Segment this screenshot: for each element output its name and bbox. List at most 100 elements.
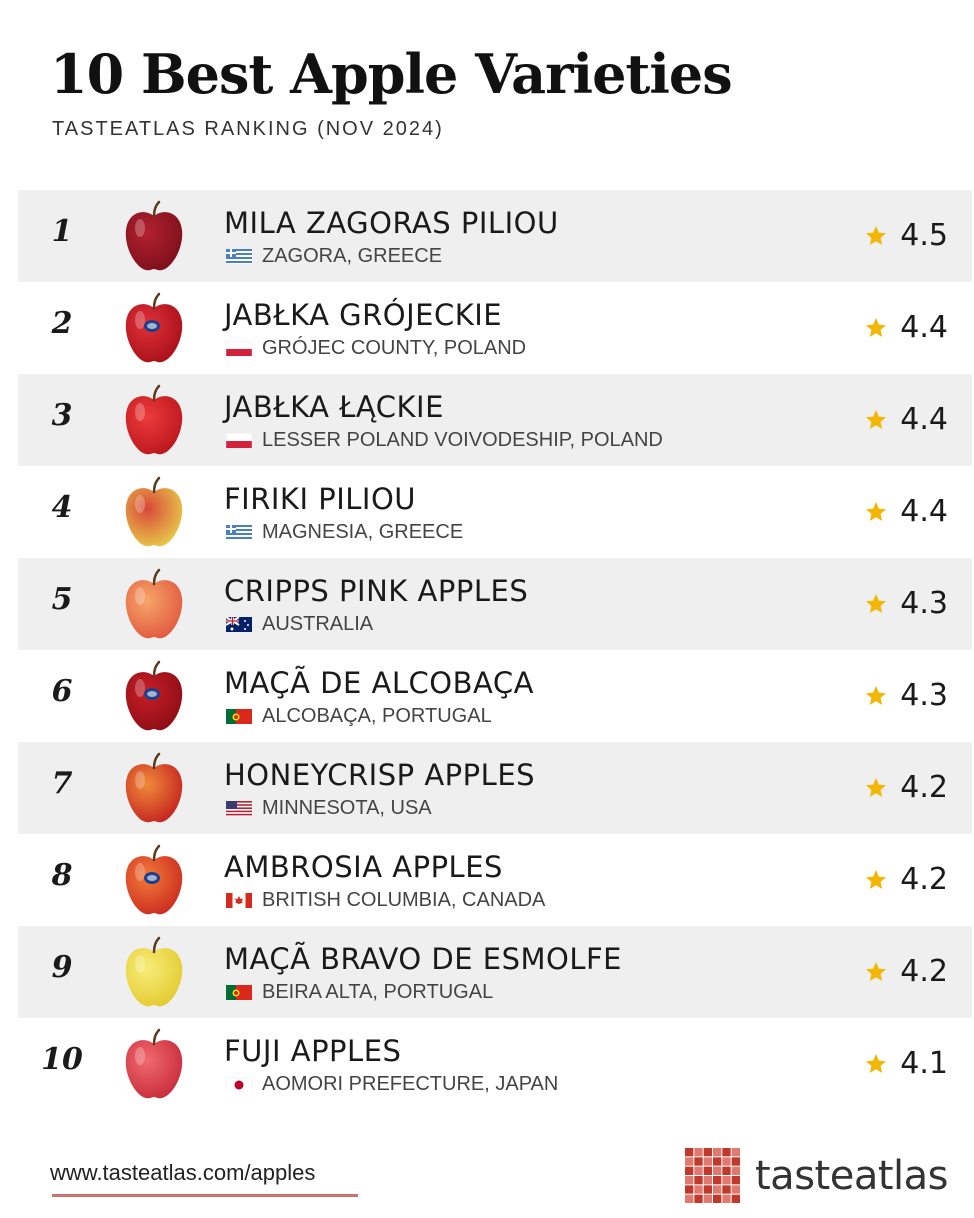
origin-line: BRITISH COLUMBIA, CANADA bbox=[226, 889, 545, 911]
star-icon bbox=[866, 961, 887, 981]
apple-image bbox=[125, 476, 183, 547]
star-icon bbox=[866, 501, 887, 521]
apple-image bbox=[125, 660, 183, 731]
origin-text: MAGNESIA, GREECE bbox=[262, 520, 464, 543]
rating: 4.2 bbox=[864, 770, 948, 805]
apple-image bbox=[125, 936, 183, 1007]
rating-value: 4.4 bbox=[900, 310, 948, 345]
star-icon bbox=[866, 777, 887, 797]
star-icon bbox=[866, 593, 887, 613]
origin-text: BRITISH COLUMBIA, CANADA bbox=[262, 888, 546, 911]
ranking-row[interactable]: 5 CRIPPS PINK APPLES AUSTRALIA 4.3 bbox=[18, 558, 972, 650]
rating: 4.2 bbox=[864, 862, 948, 897]
rank-number: 5 bbox=[51, 582, 73, 617]
apple-image bbox=[125, 568, 183, 639]
page-subtitle: TASTEATLAS RANKING (NOV 2024) bbox=[52, 118, 444, 140]
brand-logo: tasteatlas bbox=[685, 1148, 949, 1204]
rating: 4.4 bbox=[864, 310, 948, 345]
rating: 4.3 bbox=[864, 586, 948, 621]
origin-line: LESSER POLAND VOIVODESHIP, POLAND bbox=[226, 429, 663, 451]
ranking-row[interactable]: 2 JABŁKA GRÓJECKIE GRÓJEC COUNTY, POLAND… bbox=[18, 282, 972, 374]
ranking-row[interactable]: 7 HONEYCRISP APPLES MINNESOTA, USA 4.2 bbox=[18, 742, 972, 834]
rank-number: 2 bbox=[51, 306, 73, 341]
greece-flag-icon bbox=[226, 524, 252, 540]
origin-line: AOMORI PREFECTURE, JAPAN bbox=[226, 1073, 558, 1095]
ranking-row[interactable]: 8 AMBROSIA APPLES BRITISH COLUMBIA, CANA… bbox=[18, 834, 972, 926]
rating: 4.3 bbox=[864, 678, 948, 713]
apple-image bbox=[125, 1028, 183, 1099]
apple-image bbox=[125, 752, 183, 823]
checkered-logo-icon bbox=[685, 1148, 740, 1203]
rating-value: 4.2 bbox=[900, 862, 948, 897]
ranking-row[interactable]: 4 FIRIKI PILIOU MAGNESIA, GREECE 4.4 bbox=[18, 466, 972, 558]
rating: 4.2 bbox=[864, 954, 948, 989]
origin-text: ALCOBAÇA, PORTUGAL bbox=[262, 704, 492, 727]
star-icon bbox=[866, 869, 887, 889]
origin-line: MINNESOTA, USA bbox=[226, 797, 432, 819]
star-icon bbox=[866, 317, 887, 337]
rank-number: 1 bbox=[51, 214, 73, 249]
apple-variety-name: CRIPPS PINK APPLES bbox=[224, 574, 529, 608]
origin-text: BEIRA ALTA, PORTUGAL bbox=[262, 980, 494, 1003]
rating-value: 4.2 bbox=[900, 954, 948, 989]
rating-value: 4.5 bbox=[900, 218, 948, 253]
rank-number: 3 bbox=[51, 398, 73, 433]
origin-line: ZAGORA, GREECE bbox=[226, 245, 442, 267]
rating: 4.5 bbox=[864, 218, 948, 253]
rating-value: 4.2 bbox=[900, 770, 948, 805]
rating: 4.4 bbox=[864, 402, 948, 437]
origin-line: BEIRA ALTA, PORTUGAL bbox=[226, 981, 493, 1003]
greece-flag-icon bbox=[226, 248, 252, 264]
origin-text: MINNESOTA, USA bbox=[262, 796, 432, 819]
rating-value: 4.3 bbox=[900, 586, 948, 621]
rating-value: 4.3 bbox=[900, 678, 948, 713]
apple-variety-name: MILA ZAGORAS PILIOU bbox=[224, 206, 559, 240]
portugal-flag-icon bbox=[226, 708, 252, 724]
apple-variety-name: HONEYCRISP APPLES bbox=[224, 758, 536, 792]
apple-variety-name: FIRIKI PILIOU bbox=[224, 482, 417, 516]
usa-flag-icon bbox=[226, 800, 252, 816]
origin-text: LESSER POLAND VOIVODESHIP, POLAND bbox=[262, 428, 663, 451]
ranking-row[interactable]: 10 FUJI APPLES AOMORI PREFECTURE, JAPAN … bbox=[18, 1018, 972, 1110]
portugal-flag-icon bbox=[226, 984, 252, 1000]
apple-image bbox=[125, 384, 183, 455]
apple-image bbox=[125, 200, 183, 271]
origin-line: MAGNESIA, GREECE bbox=[226, 521, 463, 543]
rating: 4.4 bbox=[864, 494, 948, 529]
rank-number: 4 bbox=[51, 490, 73, 525]
footer-url-underline bbox=[52, 1194, 358, 1197]
origin-line: GRÓJEC COUNTY, POLAND bbox=[226, 337, 526, 359]
canada-flag-icon bbox=[226, 892, 252, 908]
australia-flag-icon bbox=[226, 616, 252, 632]
japan-flag-icon bbox=[226, 1076, 252, 1092]
footer-url-link[interactable]: www.tasteatlas.com/apples bbox=[50, 1160, 316, 1185]
rating-value: 4.1 bbox=[900, 1046, 948, 1081]
origin-text: AOMORI PREFECTURE, JAPAN bbox=[262, 1072, 559, 1095]
ranking-row[interactable]: 9 MAÇÃ BRAVO DE ESMOLFE BEIRA ALTA, PORT… bbox=[18, 926, 972, 1018]
ranking-list: 1 MILA ZAGORAS PILIOU ZAGORA, GREECE 4.5… bbox=[18, 190, 972, 1110]
origin-text: AUSTRALIA bbox=[262, 612, 374, 635]
rank-number: 9 bbox=[51, 950, 73, 985]
ranking-row[interactable]: 3 JABŁKA ŁĄCKIE LESSER POLAND VOIVODESHI… bbox=[18, 374, 972, 466]
apple-image bbox=[125, 292, 183, 363]
ranking-row[interactable]: 1 MILA ZAGORAS PILIOU ZAGORA, GREECE 4.5 bbox=[18, 190, 972, 282]
poland-flag-icon bbox=[226, 432, 252, 448]
apple-variety-name: JABŁKA ŁĄCKIE bbox=[224, 390, 444, 424]
ranking-row[interactable]: 6 MAÇÃ DE ALCOBAÇA ALCOBAÇA, PORTUGAL 4.… bbox=[18, 650, 972, 742]
star-icon bbox=[866, 225, 887, 245]
rank-number: 6 bbox=[51, 674, 73, 709]
apple-image bbox=[125, 844, 183, 915]
star-icon bbox=[866, 1053, 887, 1073]
origin-text: GRÓJEC COUNTY, POLAND bbox=[262, 336, 527, 359]
star-icon bbox=[866, 685, 887, 705]
brand-name: tasteatlas bbox=[755, 1153, 949, 1199]
rating-value: 4.4 bbox=[900, 494, 948, 529]
origin-line: AUSTRALIA bbox=[226, 613, 373, 635]
rating-value: 4.4 bbox=[900, 402, 948, 437]
apple-variety-name: JABŁKA GRÓJECKIE bbox=[224, 298, 503, 332]
star-icon bbox=[866, 409, 887, 429]
rank-number: 10 bbox=[41, 1042, 83, 1077]
apple-variety-name: FUJI APPLES bbox=[224, 1034, 402, 1068]
origin-text: ZAGORA, GREECE bbox=[262, 244, 443, 267]
page-title: 10 Best Apple Varieties bbox=[50, 42, 733, 106]
